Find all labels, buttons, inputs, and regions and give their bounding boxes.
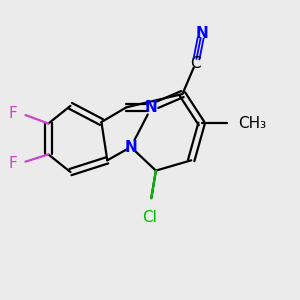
Text: C: C bbox=[190, 56, 201, 70]
Text: F: F bbox=[9, 106, 17, 121]
Text: F: F bbox=[9, 156, 17, 171]
Text: N: N bbox=[195, 26, 208, 41]
Text: N: N bbox=[145, 100, 158, 115]
Text: N: N bbox=[124, 140, 137, 154]
Text: CH₃: CH₃ bbox=[238, 116, 266, 131]
Text: Cl: Cl bbox=[142, 210, 158, 225]
